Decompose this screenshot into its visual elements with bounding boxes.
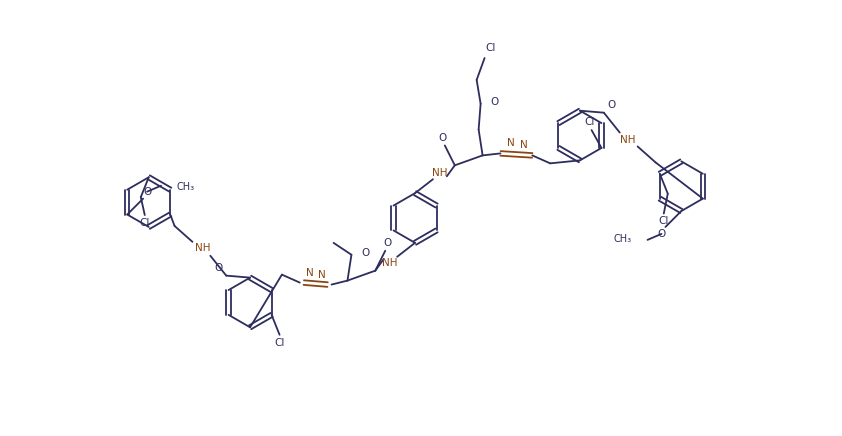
Text: O: O bbox=[490, 97, 498, 107]
Text: N: N bbox=[507, 139, 514, 149]
Text: N: N bbox=[317, 269, 326, 279]
Text: Cl: Cl bbox=[274, 338, 285, 347]
Text: CH₃: CH₃ bbox=[177, 182, 195, 192]
Text: O: O bbox=[214, 262, 222, 272]
Text: NH: NH bbox=[432, 168, 448, 178]
Text: Cl: Cl bbox=[140, 218, 150, 228]
Text: O: O bbox=[143, 187, 152, 197]
Text: O: O bbox=[383, 238, 392, 248]
Text: O: O bbox=[439, 133, 447, 143]
Text: CH₃: CH₃ bbox=[614, 234, 632, 244]
Text: NH: NH bbox=[620, 136, 636, 146]
Text: Cl: Cl bbox=[485, 43, 496, 53]
Text: Cl: Cl bbox=[658, 217, 669, 226]
Text: NH: NH bbox=[195, 243, 210, 253]
Text: Cl: Cl bbox=[584, 117, 594, 127]
Text: O: O bbox=[658, 229, 665, 239]
Text: O: O bbox=[361, 248, 370, 258]
Text: O: O bbox=[608, 100, 616, 110]
Text: N: N bbox=[306, 268, 313, 278]
Text: NH: NH bbox=[382, 258, 398, 268]
Text: N: N bbox=[520, 140, 528, 150]
